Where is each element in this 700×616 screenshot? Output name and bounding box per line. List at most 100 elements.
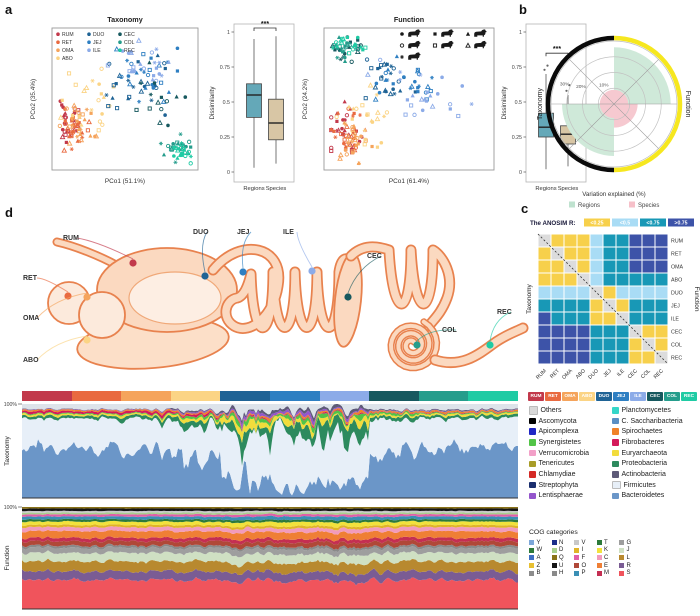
legend-label: Chlamydiae: [538, 470, 576, 478]
ring-label: 20%: [576, 84, 586, 90]
heatmap-cell: [628, 259, 643, 274]
series-I: [22, 524, 518, 531]
cog-letter: K: [604, 547, 609, 554]
y-axis-label: PCo2 (35.4%): [30, 79, 37, 119]
cog-letter: A: [536, 554, 541, 561]
leader-line: [36, 277, 69, 293]
heatmap-cell: [576, 324, 591, 339]
legend-swatch: [529, 471, 536, 478]
taxonomy-arc: [545, 35, 615, 173]
cog-item-O: O: [574, 562, 597, 570]
heatmap-cell: [550, 337, 565, 352]
region-dot-col: [413, 341, 421, 349]
animal-silhouette-icon: [474, 29, 487, 37]
svg-text:ABO: ABO: [62, 56, 73, 62]
strip-segment-ret: [71, 391, 122, 401]
heatmap-cell: [654, 298, 669, 313]
series-F: [22, 513, 518, 518]
cog-item-F: F: [574, 554, 597, 562]
row-label: ILE: [671, 317, 679, 323]
taxonomy-side-label: Taxonomy: [526, 283, 533, 313]
heatmap-cell: [615, 233, 630, 248]
region-label-jej: JEJ: [237, 229, 250, 236]
panel-b-label: b: [519, 2, 527, 17]
ring-label: 10%: [599, 82, 609, 88]
series-S: [22, 577, 518, 609]
heatmap-cell: [576, 233, 591, 248]
legend-label: Bacteroidetes: [621, 492, 665, 500]
heatmap-cell: [576, 350, 591, 365]
taxonomy-legend-item: Euryarchaeota: [612, 448, 700, 459]
col-label: COL: [640, 368, 652, 380]
heatmap-cell: [537, 311, 552, 326]
region-label-rec: REC: [497, 309, 512, 316]
cog-item-Y: Y: [529, 539, 552, 547]
region-label-ile: ILE: [283, 229, 294, 236]
heatmap-cell: [576, 298, 591, 313]
region-dot-ile: [308, 267, 316, 275]
heatmap-cell: [563, 246, 578, 261]
col-label: DUO: [587, 368, 600, 381]
function-axis-label: Function: [684, 91, 691, 118]
region-dot-rec: [486, 341, 494, 349]
svg-text:1: 1: [519, 30, 522, 36]
region-chip-duo: DUO: [596, 392, 612, 401]
heatmap-cell: [654, 272, 669, 287]
cog-swatch: [551, 540, 557, 546]
x-axis-label: PCo1 (51.1%): [105, 178, 145, 185]
legend-swatch: [612, 407, 619, 414]
legend-label: C. Saccharibacteria: [621, 417, 683, 425]
legend-label: Spirochaetes: [621, 428, 663, 436]
col-label: RET: [549, 368, 561, 380]
row-label: CEC: [671, 330, 682, 336]
function-stacked-area-chart: 100% Function: [4, 505, 518, 610]
svg-text:0: 0: [519, 170, 522, 176]
series-M: [22, 536, 518, 545]
legend-swatch: [529, 460, 536, 468]
heatmap-cell: [615, 337, 630, 352]
row-label: RUM: [671, 239, 683, 245]
heatmap-cell: [550, 311, 565, 326]
cog-swatch: [529, 540, 534, 546]
cog-legend-title: COG categories: [529, 529, 578, 536]
cog-swatch: [619, 563, 624, 569]
cog-item-K: K: [596, 547, 620, 555]
animal-silhouette-icon: [474, 40, 487, 49]
legend-label: Regions: [578, 203, 600, 209]
svg-text:CEC: CEC: [124, 32, 135, 38]
heatmap-cell: [576, 246, 591, 261]
cog-letter: W: [536, 547, 543, 554]
cog-item-D: D: [551, 547, 575, 555]
legend-swatch: [612, 460, 619, 468]
cog-item-P: P: [574, 569, 597, 577]
animal-silhouette-icon: [408, 40, 421, 49]
heatmap-cell: [550, 298, 565, 313]
region-chip-ret: RET: [545, 392, 561, 401]
cog-swatch: [619, 555, 624, 561]
heatmap-cell: [563, 324, 578, 339]
heatmap-cell: [563, 298, 578, 313]
legend-swatch: [529, 449, 536, 457]
row-label: OMA: [671, 265, 684, 271]
bin-label: <0.5: [620, 221, 630, 227]
region-chip-oma: OMA: [562, 392, 578, 401]
cog-letter: M: [604, 570, 609, 577]
legend-swatch: [612, 417, 619, 425]
heatmap-cell: [615, 285, 630, 300]
legend-label: Ascomycota: [538, 417, 577, 425]
heatmap-cell: [576, 285, 591, 300]
cog-item-A: A: [529, 554, 552, 562]
legend-swatch: [529, 481, 536, 489]
legend-label: Verrucomicrobia: [538, 449, 590, 457]
heatmap-cell: [550, 285, 565, 300]
svg-text:0: 0: [227, 170, 230, 176]
svg-text:DUO: DUO: [93, 32, 104, 38]
region-color-strip: [22, 391, 518, 401]
heatmap-cell: [641, 259, 656, 274]
variation-explained-polar-chart: 10% 20% 30% Taxonomy Function Variation expla…: [537, 35, 691, 209]
taxonomy-legend-item: Apicomplexa: [529, 426, 612, 437]
taxonomy-legend-item: Ascomycota: [529, 416, 612, 427]
bin-swatch: [640, 218, 666, 227]
